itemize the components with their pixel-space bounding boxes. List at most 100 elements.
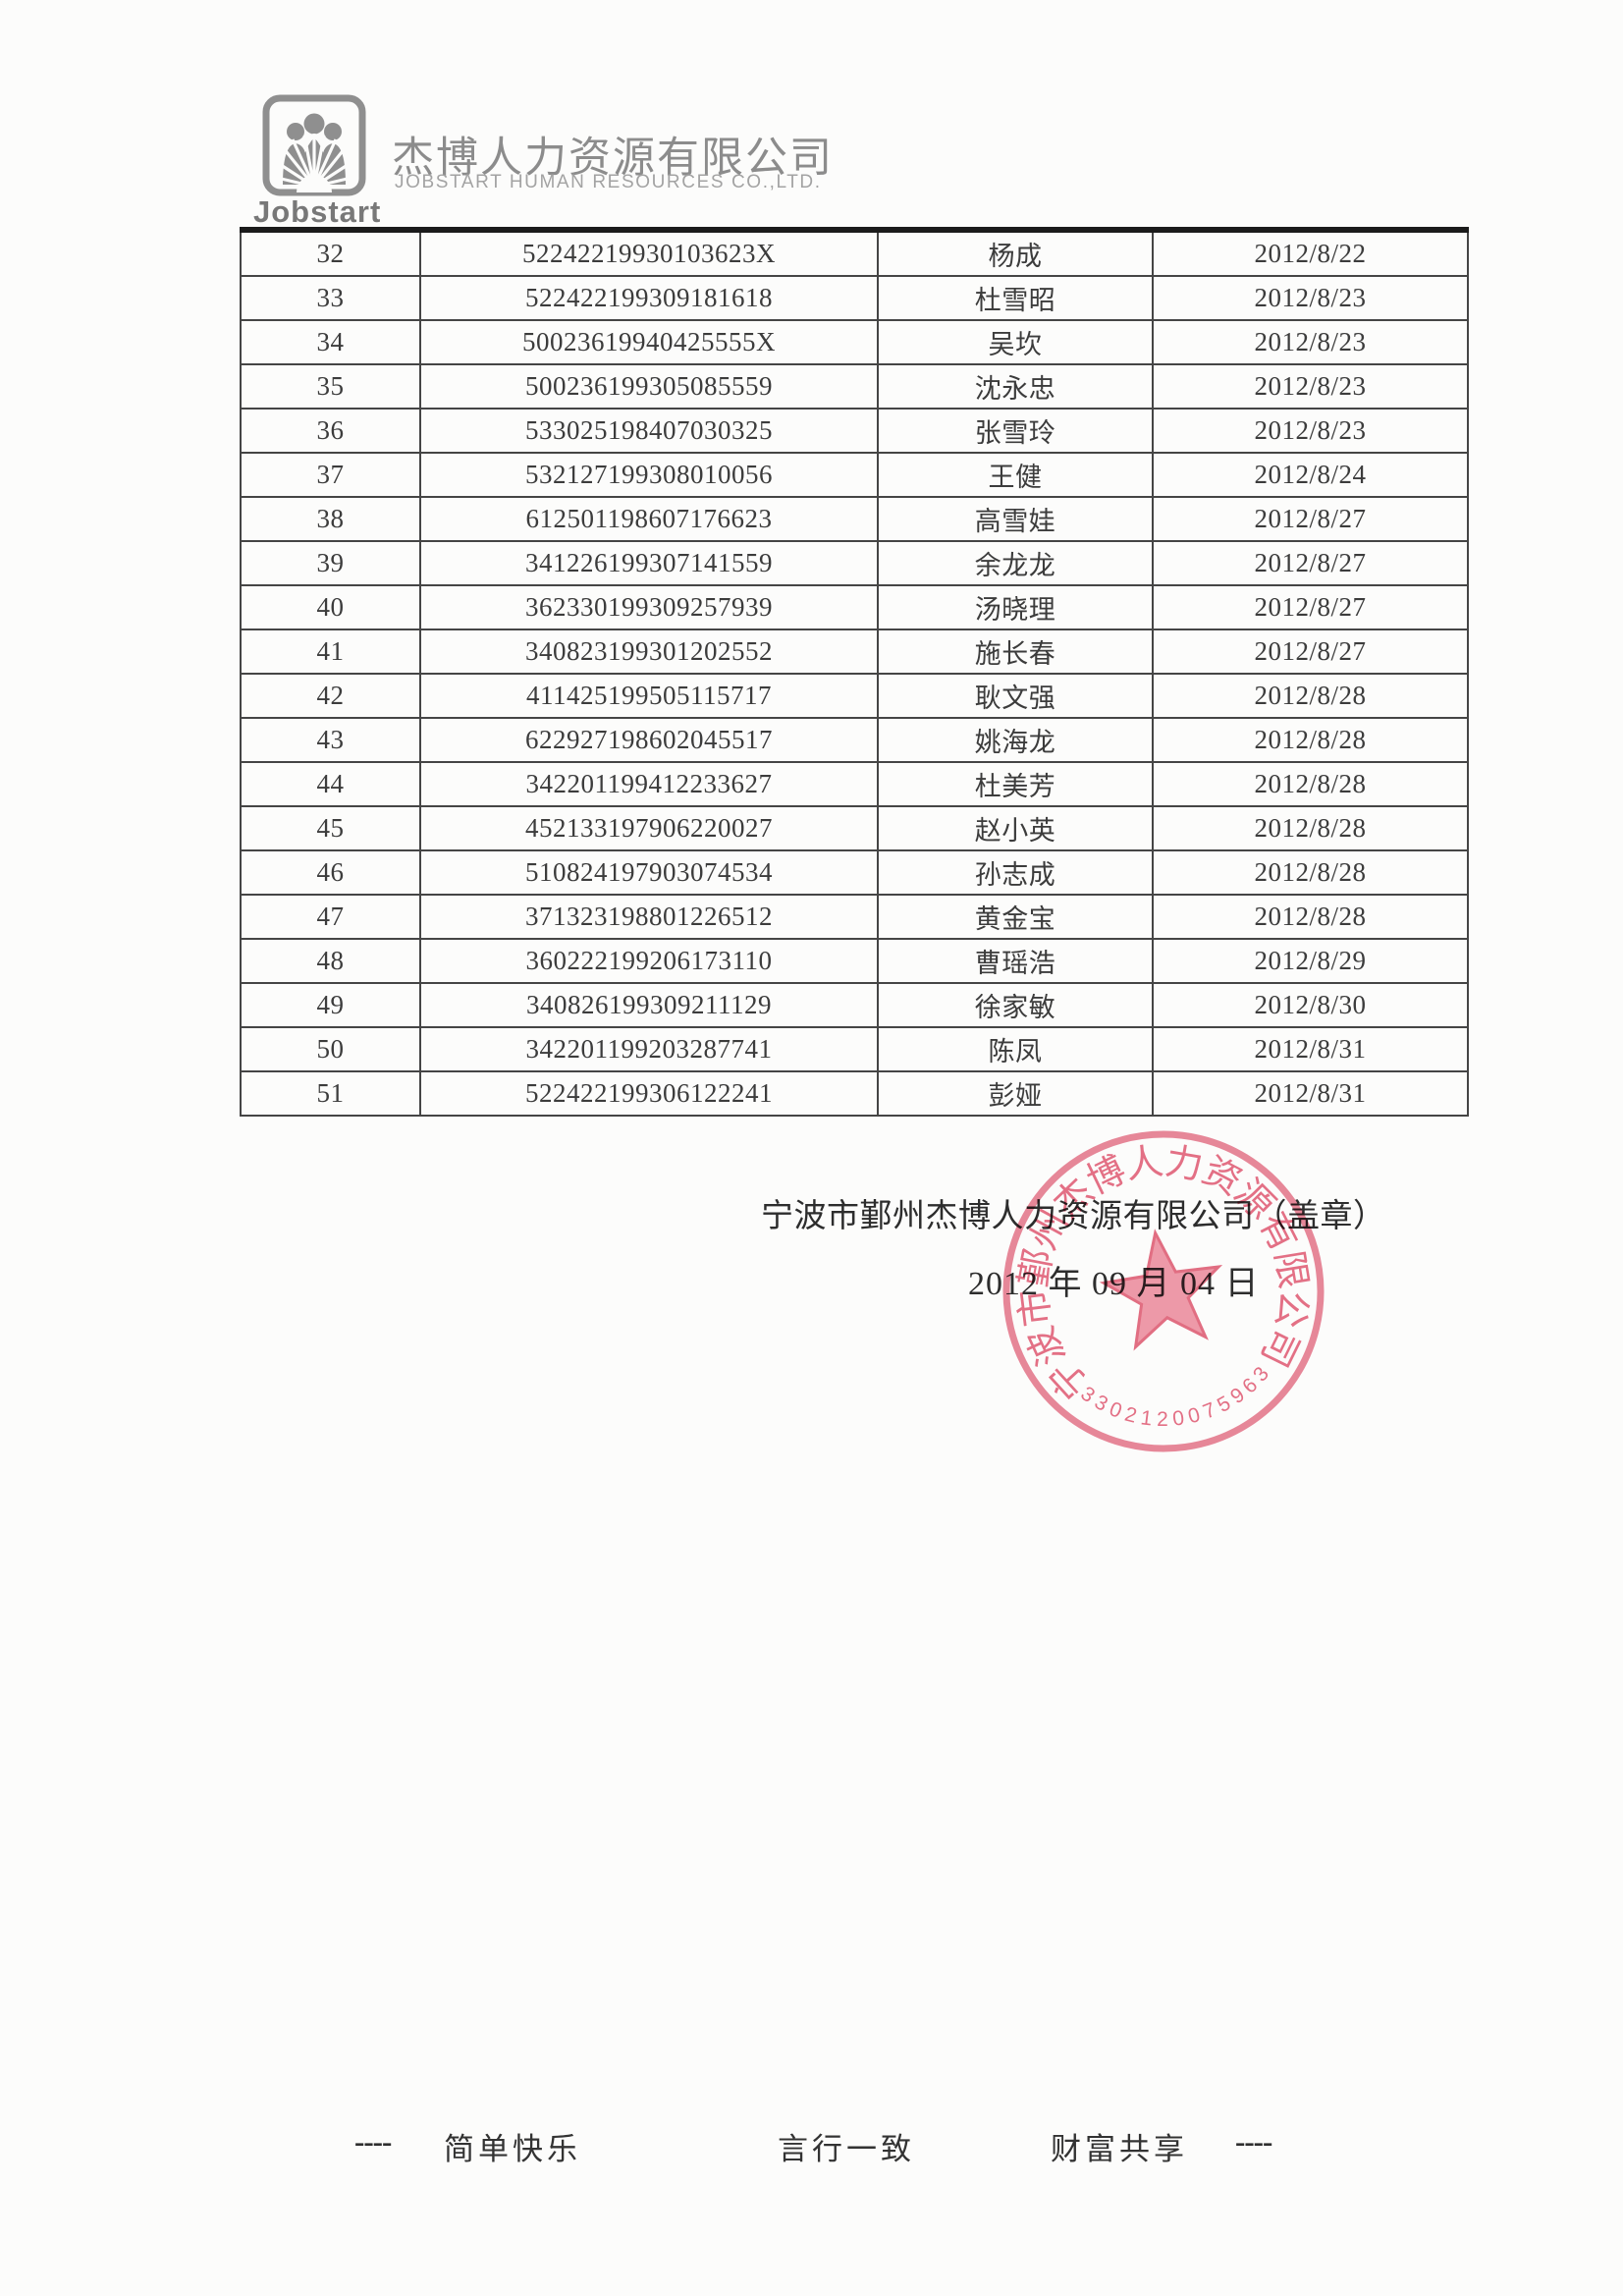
person-name-cell: 汤晓理 xyxy=(877,584,1154,630)
entry-date-cell: 2012/8/28 xyxy=(1152,849,1469,896)
table-row: 40 362330199309257939 汤晓理 2012/8/27 xyxy=(240,584,1469,630)
id-number-cell: 452133197906220027 xyxy=(419,805,879,851)
person-name-cell: 陈凤 xyxy=(877,1026,1154,1072)
person-name-cell: 曹瑶浩 xyxy=(877,938,1154,984)
id-number-cell: 52242219930103623X xyxy=(419,229,879,277)
footer-slogan-3: 财富共享 xyxy=(1051,2132,1188,2166)
row-number: 48 xyxy=(240,938,421,984)
table-row: 33 522422199309181618 杜雪昭 2012/8/23 xyxy=(240,275,1469,321)
id-number-cell: 500236199305085559 xyxy=(419,363,879,410)
table-row: 50 342201199203287741 陈凤 2012/8/31 xyxy=(240,1026,1469,1072)
entry-date-cell: 2012/8/31 xyxy=(1152,1070,1469,1117)
id-number-cell: 532127199308010056 xyxy=(419,452,879,498)
person-name-cell: 沈永忠 xyxy=(877,363,1154,410)
entry-date-cell: 2012/8/27 xyxy=(1152,496,1469,542)
roster-table-body: 32 52242219930103623X 杨成 2012/8/22 33 5224221… xyxy=(240,229,1469,1117)
person-name-cell: 张雪玲 xyxy=(877,408,1154,454)
id-number-cell: 360222199206173110 xyxy=(419,938,879,984)
entry-date-cell: 2012/8/31 xyxy=(1152,1026,1469,1072)
person-name-cell: 施长春 xyxy=(877,629,1154,675)
entry-date-cell: 2012/8/27 xyxy=(1152,584,1469,630)
table-row: 48 360222199206173110 曹瑶浩 2012/8/29 xyxy=(240,938,1469,984)
person-name-cell: 王健 xyxy=(877,452,1154,498)
table-row: 36 533025198407030325 张雪玲 2012/8/23 xyxy=(240,408,1469,454)
entry-date-cell: 2012/8/24 xyxy=(1152,452,1469,498)
id-number-cell: 340823199301202552 xyxy=(419,629,879,675)
table-row: 49 340826199309211129 徐家敏 2012/8/30 xyxy=(240,982,1469,1028)
row-number: 42 xyxy=(240,673,421,719)
row-number: 35 xyxy=(240,363,421,410)
id-number-cell: 50023619940425555X xyxy=(419,319,879,365)
person-name-cell: 杨成 xyxy=(877,229,1154,277)
roster-table: 32 52242219930103623X 杨成 2012/8/22 33 5224221… xyxy=(240,227,1469,1117)
person-name-cell: 赵小英 xyxy=(877,805,1154,851)
entry-date-cell: 2012/8/28 xyxy=(1152,761,1469,807)
id-number-cell: 510824197903074534 xyxy=(419,849,879,896)
person-name-cell: 耿文强 xyxy=(877,673,1154,719)
row-number: 36 xyxy=(240,408,421,454)
row-number: 34 xyxy=(240,319,421,365)
seal-star-icon xyxy=(1099,1229,1223,1351)
row-number: 47 xyxy=(240,894,421,940)
person-name-cell: 杜美芳 xyxy=(877,761,1154,807)
id-number-cell: 622927198602045517 xyxy=(419,717,879,763)
entry-date-cell: 2012/8/22 xyxy=(1152,229,1469,277)
id-number-cell: 342201199412233627 xyxy=(419,761,879,807)
id-number-cell: 371323198801226512 xyxy=(419,894,879,940)
entry-date-cell: 2012/8/28 xyxy=(1152,673,1469,719)
person-name-cell: 杜雪昭 xyxy=(877,275,1154,321)
person-name-cell: 徐家敏 xyxy=(877,982,1154,1028)
entry-date-cell: 2012/8/23 xyxy=(1152,319,1469,365)
footer-slogan-2: 言行一致 xyxy=(778,2132,915,2166)
logo-wordmark: Jobstart xyxy=(253,194,382,229)
id-number-cell: 612501198607176623 xyxy=(419,496,879,542)
row-number: 37 xyxy=(240,452,421,498)
row-number: 51 xyxy=(240,1070,421,1117)
company-name-chinese: 杰博人力资源有限公司 xyxy=(392,136,834,182)
table-row: 51 522422199306122241 彭娅 2012/8/31 xyxy=(240,1070,1469,1117)
table-row: 39 341226199307141559 余龙龙 2012/8/27 xyxy=(240,540,1469,586)
footer-dash-right: ---- xyxy=(1235,2124,1272,2159)
person-name-cell: 余龙龙 xyxy=(877,540,1154,586)
id-number-cell: 411425199505115717 xyxy=(419,673,879,719)
row-number: 32 xyxy=(240,229,421,277)
entry-date-cell: 2012/8/27 xyxy=(1152,540,1469,586)
entry-date-cell: 2012/8/28 xyxy=(1152,894,1469,940)
entry-date-cell: 2012/8/27 xyxy=(1152,629,1469,675)
table-row: 45 452133197906220027 赵小英 2012/8/28 xyxy=(240,805,1469,851)
table-row: 32 52242219930103623X 杨成 2012/8/22 xyxy=(240,229,1469,277)
id-number-cell: 533025198407030325 xyxy=(419,408,879,454)
svg-text:3302120075963: 3302120075963 xyxy=(1074,1356,1281,1444)
row-number: 43 xyxy=(240,717,421,763)
jobstart-logo-icon xyxy=(261,94,367,196)
id-number-cell: 341226199307141559 xyxy=(419,540,879,586)
entry-date-cell: 2012/8/28 xyxy=(1152,805,1469,851)
person-name-cell: 彭娅 xyxy=(877,1070,1154,1117)
table-row: 34 50023619940425555X 吴坎 2012/8/23 xyxy=(240,319,1469,365)
id-number-cell: 522422199309181618 xyxy=(419,275,879,321)
person-name-cell: 黄金宝 xyxy=(877,894,1154,940)
person-name-cell: 吴坎 xyxy=(877,319,1154,365)
table-row: 46 510824197903074534 孙志成 2012/8/28 xyxy=(240,849,1469,896)
table-row: 41 340823199301202552 施长春 2012/8/27 xyxy=(240,629,1469,675)
signature-company-line: 宁波市鄞州杰博人力资源有限公司（盖章） xyxy=(761,1199,1386,1234)
table-row: 42 411425199505115717 耿文强 2012/8/28 xyxy=(240,673,1469,719)
seal-number: 3302120075963 xyxy=(1074,1356,1281,1444)
row-number: 41 xyxy=(240,629,421,675)
person-name-cell: 姚海龙 xyxy=(877,717,1154,763)
entry-date-cell: 2012/8/30 xyxy=(1152,982,1469,1028)
table-row: 37 532127199308010056 王健 2012/8/24 xyxy=(240,452,1469,498)
row-number: 44 xyxy=(240,761,421,807)
row-number: 45 xyxy=(240,805,421,851)
person-name-cell: 孙志成 xyxy=(877,849,1154,896)
entry-date-cell: 2012/8/28 xyxy=(1152,717,1469,763)
id-number-cell: 362330199309257939 xyxy=(419,584,879,630)
entry-date-cell: 2012/8/23 xyxy=(1152,363,1469,410)
table-row: 38 612501198607176623 高雪娃 2012/8/27 xyxy=(240,496,1469,542)
id-number-cell: 342201199203287741 xyxy=(419,1026,879,1072)
footer-dash-left: ---- xyxy=(354,2124,392,2159)
table-row: 47 371323198801226512 黄金宝 2012/8/28 xyxy=(240,894,1469,940)
company-name-english: JOBSTART HUMAN RESOURCES CO.,LTD. xyxy=(395,172,822,192)
row-number: 39 xyxy=(240,540,421,586)
